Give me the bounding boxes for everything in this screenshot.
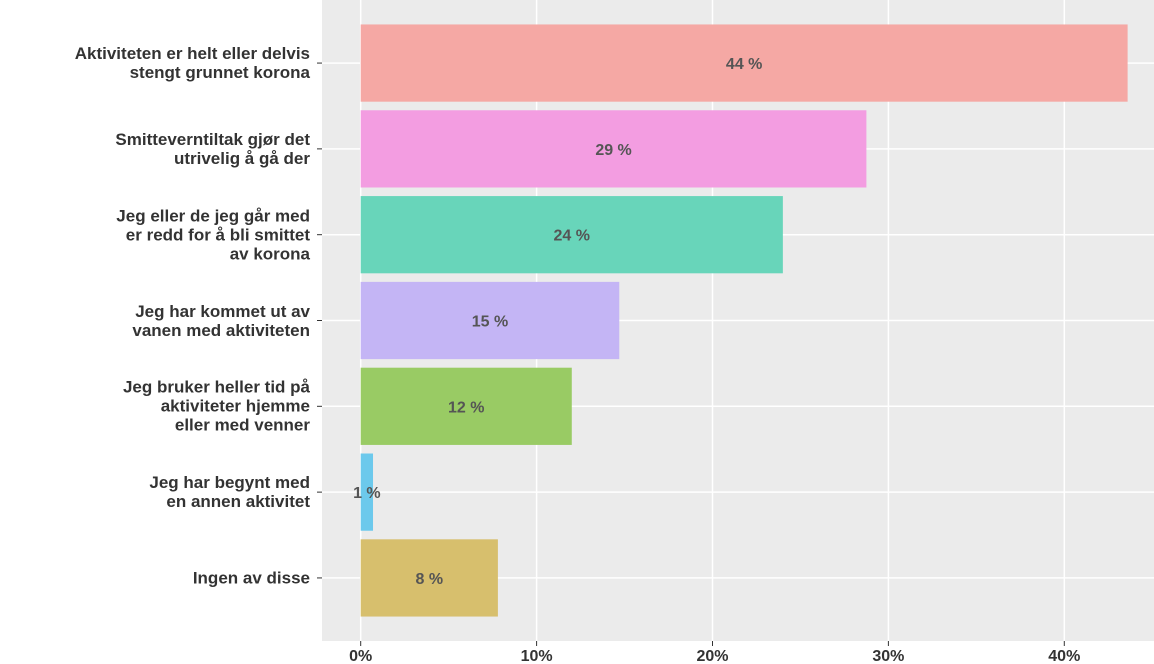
- bar: [360, 367, 572, 445]
- bar: [360, 24, 1128, 102]
- value-label: 1 %: [353, 485, 381, 502]
- value-label: 29 %: [595, 142, 631, 159]
- y-tick-label: Smitteverntiltak gjør det utrivelig å gå…: [115, 129, 310, 168]
- x-tick-label: 20%: [696, 648, 728, 664]
- y-tick-label: Jeg eller de jeg går med er redd for å b…: [116, 206, 310, 264]
- bar: [360, 281, 620, 360]
- x-tick-label: 40%: [1048, 648, 1080, 664]
- value-label: 15 %: [472, 314, 508, 331]
- value-label: 12 %: [448, 399, 484, 416]
- x-tick-label: 30%: [872, 648, 904, 664]
- bar: [360, 453, 374, 531]
- y-tick-label: Ingen av disse: [192, 568, 310, 588]
- x-tick-label: 0%: [349, 648, 372, 664]
- value-label: 44 %: [726, 56, 762, 73]
- value-label: 24 %: [554, 228, 590, 245]
- y-tick-label: Aktiviteten er helt eller delvis stengt …: [74, 44, 310, 83]
- value-label: 8 %: [416, 571, 444, 588]
- bar: [360, 539, 498, 617]
- y-tick-label: Jeg bruker heller tid på aktiviteter hje…: [122, 377, 310, 435]
- bar: [360, 110, 867, 188]
- x-tick-label: 10%: [521, 648, 553, 664]
- y-tick-label: Jeg har kommet ut av vanen med aktivitet…: [132, 301, 310, 340]
- y-tick-label: Jeg har begynt med en annen aktivitet: [149, 473, 310, 512]
- bar: [360, 196, 783, 274]
